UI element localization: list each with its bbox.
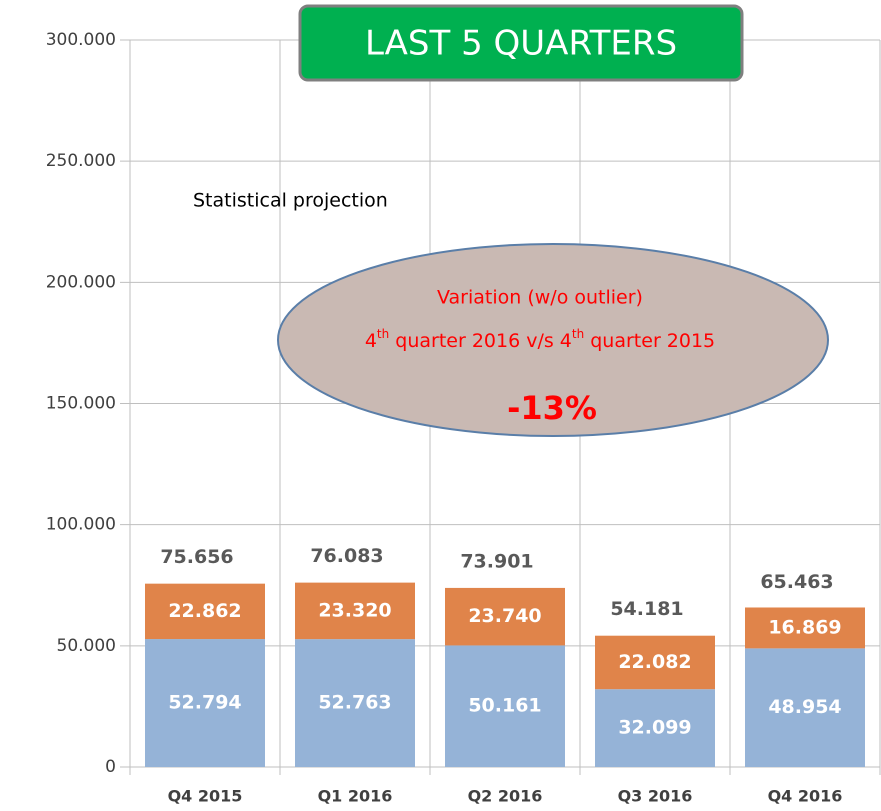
y-tick-label: 250.000 bbox=[46, 151, 116, 171]
value-label: 16.869 bbox=[768, 616, 841, 638]
value-label: 50.161 bbox=[468, 695, 541, 717]
x-tick-label: Q1 2016 bbox=[318, 787, 393, 806]
bar-segment bbox=[295, 582, 415, 640]
title-box bbox=[298, 4, 744, 82]
variation-value: -13% bbox=[507, 389, 597, 427]
total-label: 75.656 bbox=[160, 546, 233, 568]
variation-line2: 4th quarter 2016 v/s 4th quarter 2015 bbox=[365, 327, 715, 352]
x-tick-label: Q3 2016 bbox=[618, 787, 693, 806]
value-label: 52.794 bbox=[168, 692, 241, 714]
y-tick-label: 100.000 bbox=[46, 515, 116, 535]
bar-segment bbox=[145, 583, 265, 640]
y-tick-label: 0 bbox=[105, 757, 116, 777]
bar-segment bbox=[595, 689, 715, 767]
value-label: 23.320 bbox=[318, 599, 391, 621]
value-label: 48.954 bbox=[768, 696, 841, 718]
value-label: 52.763 bbox=[318, 692, 391, 714]
bar-segment bbox=[295, 639, 415, 767]
superscript: th bbox=[377, 327, 389, 341]
value-label: 22.082 bbox=[618, 651, 691, 673]
chart-title: LAST 5 QUARTERS bbox=[365, 24, 677, 64]
total-label: 76.083 bbox=[310, 545, 383, 567]
bar-segment bbox=[745, 648, 865, 767]
text-part: quarter 2015 bbox=[584, 330, 715, 352]
text-part: 4 bbox=[365, 330, 377, 352]
variation-line1: Variation (w/o outlier) bbox=[437, 287, 643, 309]
value-label: 23.740 bbox=[468, 605, 541, 627]
x-tick-label: Q2 2016 bbox=[468, 787, 543, 806]
y-tick-label: 150.000 bbox=[46, 394, 116, 414]
annotation: Statistical projection bbox=[193, 190, 388, 212]
total-label: 73.901 bbox=[460, 550, 533, 572]
x-tick-label: Q4 2016 bbox=[768, 787, 843, 806]
total-label: 65.463 bbox=[760, 571, 833, 593]
bar-segment bbox=[145, 639, 265, 767]
value-label: 22.862 bbox=[168, 600, 241, 622]
value-label: 32.099 bbox=[618, 717, 691, 739]
bar-segment bbox=[445, 587, 565, 646]
superscript: th bbox=[572, 327, 584, 341]
bar-segment bbox=[745, 607, 865, 649]
y-tick-label: 300.000 bbox=[46, 30, 116, 50]
x-tick-label: Q4 2015 bbox=[168, 787, 243, 806]
bar-segment bbox=[445, 645, 565, 767]
text-part: quarter 2016 v/s 4 bbox=[389, 330, 572, 352]
y-tick-label: 200.000 bbox=[46, 272, 116, 292]
bar-segment bbox=[595, 635, 715, 690]
variation-ellipse bbox=[277, 243, 829, 437]
total-label: 54.181 bbox=[610, 598, 683, 620]
y-tick-label: 50.000 bbox=[57, 636, 116, 656]
